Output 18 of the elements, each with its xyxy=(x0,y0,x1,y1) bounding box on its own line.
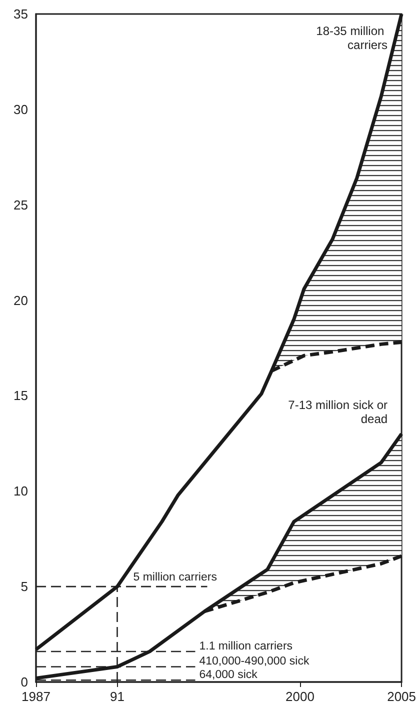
annotation: 18-35 million carriers xyxy=(316,24,388,52)
annotation: 7-13 million sick or dead xyxy=(288,398,388,426)
y-tick-label: 30 xyxy=(14,102,28,117)
ref-line-label: 5 million carriers xyxy=(133,572,218,584)
y-tick-label: 0 xyxy=(20,674,28,690)
y-tick-label: 25 xyxy=(14,197,28,212)
x-tick-label: 91 xyxy=(110,689,124,704)
y-tick-label: 15 xyxy=(14,388,28,404)
ref-line-label: 64,000 sick xyxy=(199,669,258,682)
ref-line-label: 1.1 million carriers xyxy=(199,640,293,652)
y-tick-label: 5 xyxy=(20,579,28,594)
x-tick-label: 2005 xyxy=(387,689,416,704)
y-tick-label: 35 xyxy=(14,6,28,22)
x-tick-label: 2000 xyxy=(286,689,314,704)
y-tick-label: 20 xyxy=(14,292,28,308)
ref-line-label: 410,000-490,000 sick xyxy=(199,656,310,668)
x-tick-label: 1987 xyxy=(22,689,50,704)
y-tick-label: 10 xyxy=(14,484,28,499)
